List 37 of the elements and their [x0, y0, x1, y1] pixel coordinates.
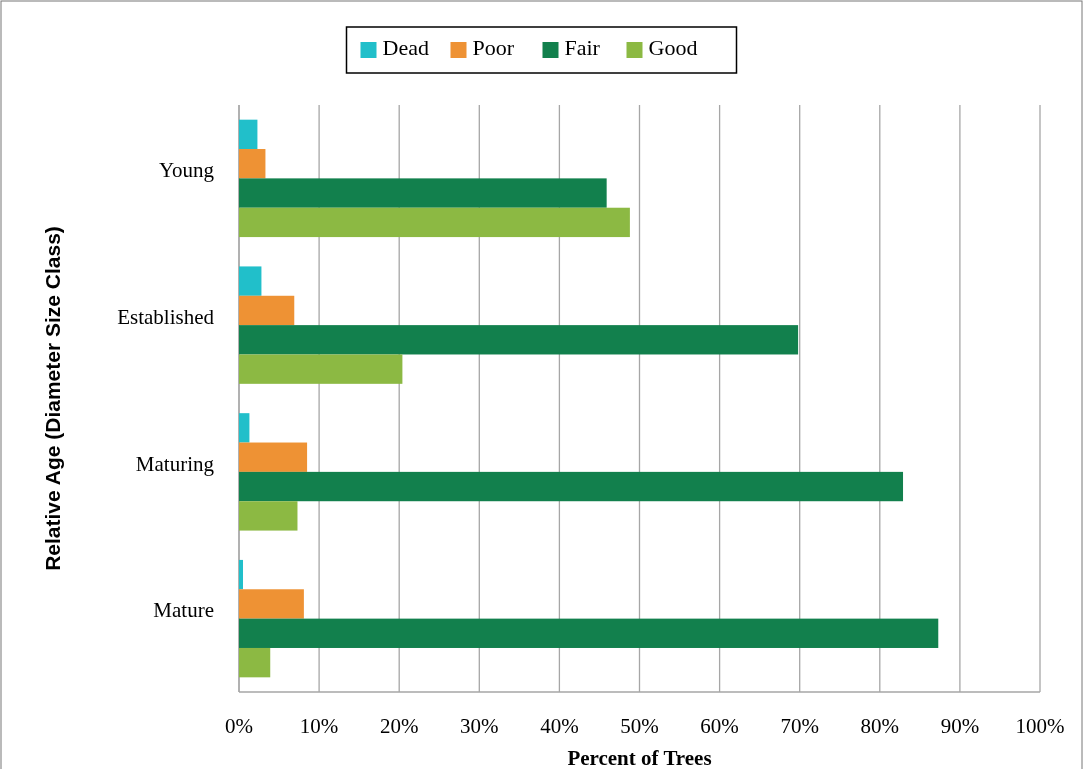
x-tick-label: 0% — [225, 714, 253, 738]
x-tick-label: 60% — [700, 714, 739, 738]
bar — [239, 207, 630, 238]
legend-label: Good — [648, 35, 698, 61]
bar — [239, 413, 250, 443]
x-tick-label: 40% — [540, 714, 579, 738]
bar — [239, 325, 799, 355]
bar — [239, 295, 295, 326]
y-tick-label: Established — [117, 304, 215, 329]
x-tick-label: 30% — [460, 714, 499, 738]
bar — [239, 178, 607, 208]
x-tick-label: 90% — [940, 714, 980, 738]
legend-label: Dead — [382, 35, 429, 61]
bar — [239, 119, 258, 150]
bar — [239, 559, 244, 590]
bar — [239, 501, 298, 531]
bar — [239, 442, 308, 472]
y-tick-label: Maturing — [135, 451, 215, 476]
x-axis-title: Percent of Trees — [567, 746, 712, 769]
bar — [239, 149, 266, 179]
bar — [239, 471, 904, 502]
y-tick-label: Young — [158, 158, 215, 183]
bar — [239, 589, 304, 619]
bar — [239, 266, 262, 296]
x-tick-label: 10% — [299, 714, 339, 738]
y-axis-title: Relative Age (Diameter Size Class) — [41, 226, 64, 571]
bar — [239, 647, 271, 678]
x-tick-label: 80% — [860, 714, 900, 738]
legend-label: Poor — [472, 35, 515, 61]
legend-label: Fair — [564, 35, 601, 61]
y-tick-label: Mature — [153, 598, 214, 623]
x-tick-label: 100% — [1015, 714, 1065, 738]
bar — [239, 354, 403, 384]
bar — [239, 618, 939, 648]
x-tick-label: 70% — [780, 714, 819, 738]
x-tick-label: 20% — [379, 714, 419, 738]
x-tick-label: 50% — [620, 714, 659, 738]
